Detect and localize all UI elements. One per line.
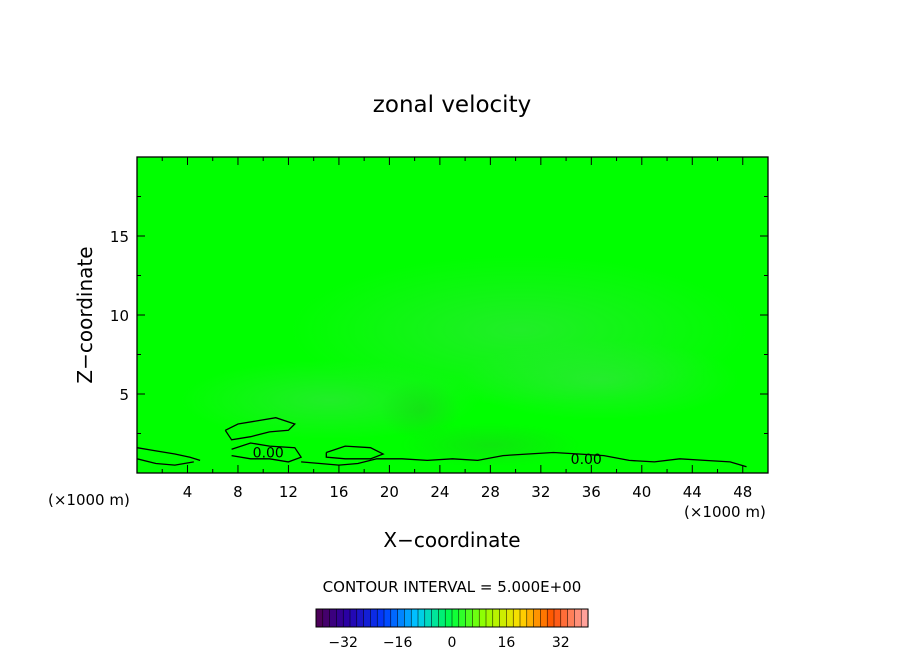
colorbar-cell <box>478 608 487 628</box>
colorbar-cell <box>444 608 453 628</box>
y-tick-label: 5 <box>119 386 129 404</box>
contour-label: 0.00 <box>571 452 602 468</box>
x-tick-label: 44 <box>683 483 702 501</box>
colorbar-cell <box>512 608 521 628</box>
colorbar-ticks: −32 −16 0 16 32 <box>328 635 569 651</box>
field-patch <box>400 423 580 467</box>
field-patch <box>380 380 460 440</box>
colorbar-cell <box>370 608 378 628</box>
colorbar-cell <box>553 608 562 628</box>
zero-contour-line <box>231 442 303 463</box>
colorbar-cell <box>472 608 480 628</box>
x-tick-label: 48 <box>733 483 752 501</box>
colorbar-cell <box>580 608 589 628</box>
colorbar-cell <box>390 608 399 628</box>
colorbar-cell <box>376 608 385 628</box>
colorbar-cell <box>315 608 324 628</box>
x-axis-ticks: 4 8 12 16 20 24 28 32 36 40 44 48 <box>161 157 752 501</box>
colorbar-cell <box>567 608 575 628</box>
y-tick-label: 10 <box>110 307 129 325</box>
x-tick-label: 24 <box>430 483 449 501</box>
colorbar-cell <box>465 608 473 628</box>
colorbar-cell <box>417 608 426 628</box>
field-patch <box>460 340 740 420</box>
x-axis-label: X−coordinate <box>383 528 520 552</box>
x-tick-label: 32 <box>531 483 550 501</box>
colorbar-cell <box>363 608 371 628</box>
contour-interval-text: CONTOUR INTERVAL = 5.000E+00 <box>323 578 582 596</box>
colorbar-cell <box>431 608 439 628</box>
colorbar-cell <box>526 608 535 628</box>
x-unit-right: (×1000 m) <box>684 503 766 521</box>
colorbar-cell <box>492 608 501 628</box>
zero-contour-line <box>137 458 194 466</box>
y-axis-label: Z−coordinate <box>73 246 97 383</box>
colorbar-tick-label: −32 <box>328 635 358 651</box>
chart-title: zonal velocity <box>373 92 531 118</box>
zero-contour-line <box>224 417 297 441</box>
colorbar-cell <box>322 608 331 628</box>
colorbar-cell <box>438 608 446 628</box>
contour-labels: 0.00 0.00 <box>253 445 602 467</box>
colorbar-tick-label: 0 <box>448 635 457 651</box>
colorbar-cell <box>349 608 358 628</box>
colorbar-cell <box>458 608 467 628</box>
zero-contour-line <box>325 445 385 460</box>
colorbar-cell <box>342 608 351 628</box>
colorbar-cell <box>519 608 528 628</box>
x-tick-label: 12 <box>279 483 298 501</box>
colorbar-cell <box>404 608 412 628</box>
colorbar-tick-label: 32 <box>552 635 570 651</box>
colorbar-frame <box>315 608 589 628</box>
colorbar <box>315 608 589 628</box>
zero-contour-line <box>301 451 747 468</box>
x-tick-label: 40 <box>632 483 651 501</box>
colorbar-cell <box>336 608 344 628</box>
zero-contours <box>137 417 747 468</box>
x-tick-label: 8 <box>233 483 243 501</box>
colorbar-cell <box>540 608 548 628</box>
colorbar-cell <box>485 608 494 628</box>
colorbar-cell <box>397 608 405 628</box>
field-area <box>137 157 768 473</box>
colorbar-cell <box>410 608 419 628</box>
x-tick-label: 16 <box>329 483 348 501</box>
colorbar-cell <box>560 608 569 628</box>
colorbar-cell <box>356 608 365 628</box>
colorbar-cell <box>329 608 337 628</box>
colorbar-cell <box>546 608 555 628</box>
colorbar-cell <box>506 608 514 628</box>
colorbar-tick-label: 16 <box>497 635 515 651</box>
x-tick-label: 36 <box>582 483 601 501</box>
zero-contour-line <box>137 447 201 462</box>
colorbar-cell <box>533 608 541 628</box>
x-tick-label: 28 <box>481 483 500 501</box>
x-tick-label: 4 <box>183 483 193 501</box>
x-tick-label: 20 <box>380 483 399 501</box>
colorbar-cell <box>574 608 582 628</box>
colorbar-cell <box>499 608 507 628</box>
y-tick-label: 15 <box>110 228 129 246</box>
y-axis-ticks: 5 10 15 <box>110 196 768 434</box>
colorbar-cell <box>451 608 460 628</box>
contour-label: 0.00 <box>253 445 284 461</box>
x-unit-left: (×1000 m) <box>48 491 130 509</box>
colorbar-cell <box>383 608 392 628</box>
colorbar-tick-label: −16 <box>383 635 413 651</box>
colorbar-cell <box>424 608 433 628</box>
